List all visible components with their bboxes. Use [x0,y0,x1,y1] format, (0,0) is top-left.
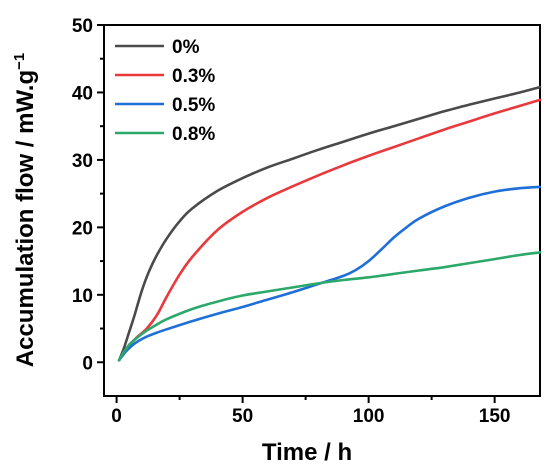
y-tick-label: 20 [72,218,93,239]
legend-label: 0.5% [172,95,215,116]
series-line-2 [117,185,542,362]
legend-item-1: 0.3% [115,66,215,87]
legend-item-0: 0% [115,37,200,58]
x-tick-label: 50 [232,406,253,427]
x-tick-label: 150 [479,406,511,427]
x-axis-title: Time / h [262,439,352,466]
y-tick-label: 50 [72,16,93,37]
x-tick-label: 0 [111,406,122,427]
legend: 0% 0.3% 0.5% 0.8% [115,37,215,145]
legend-label: 0% [172,37,200,58]
plot-frame [103,24,541,397]
series-line-3 [117,251,542,362]
legend-item-3: 0.8% [115,124,215,145]
series-layer [117,85,542,362]
x-tick-label: 100 [353,406,385,427]
y-axis-title: Accumulation flow / mW.g−1 [11,53,39,367]
series-line-0 [117,85,542,362]
y-tick-label: 30 [72,151,93,172]
legend-label: 0.8% [172,124,215,145]
legend-item-2: 0.5% [115,95,215,116]
y-axis-title-main: Accumulation flow / mW.g [12,70,39,367]
y-tick-label: 10 [72,286,93,307]
y-axis-title-sup: −1 [11,53,28,70]
axis-ticks: 0 50 100 150 0 10 20 30 40 50 [72,16,511,427]
legend-label: 0.3% [172,66,215,87]
y-tick-label: 40 [72,83,93,104]
y-tick-label: 0 [82,353,93,374]
